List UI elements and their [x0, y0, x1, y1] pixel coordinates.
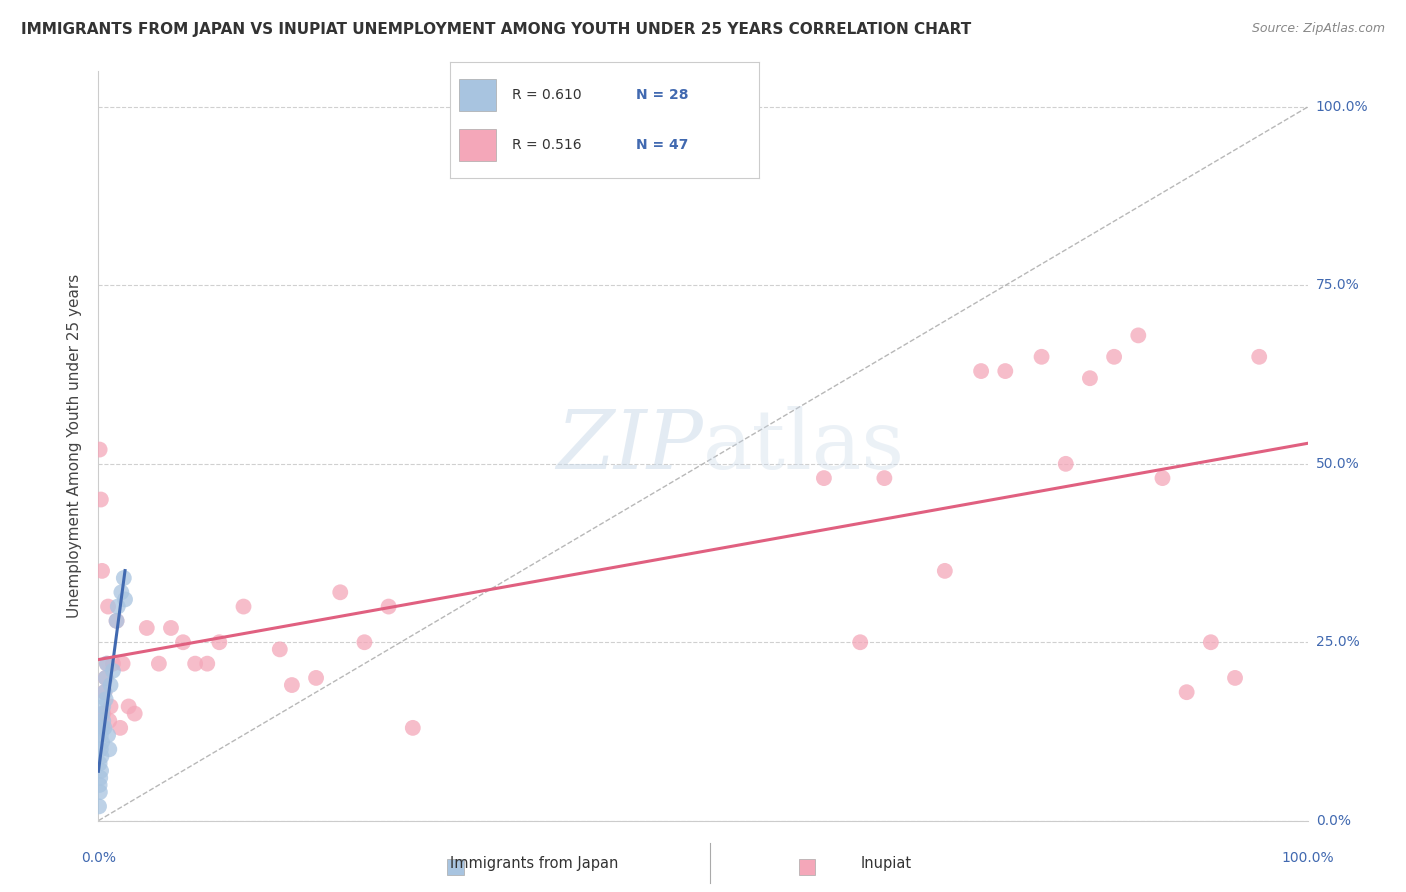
Point [1152, 471, 1174, 485]
Text: R = 0.516: R = 0.516 [512, 137, 582, 152]
Point [148, 657, 170, 671]
Point [105, 614, 128, 628]
Point [91, 706, 114, 721]
Point [108, 721, 131, 735]
Point [105, 614, 128, 628]
Point [89, 756, 111, 771]
Point [160, 621, 183, 635]
Point [91, 735, 114, 749]
Point [1054, 457, 1077, 471]
Point [91, 564, 114, 578]
Text: 0.0%: 0.0% [82, 851, 115, 865]
Point [994, 364, 1017, 378]
Point [97, 728, 120, 742]
Point [195, 657, 218, 671]
Point [1199, 635, 1222, 649]
Point [98, 742, 121, 756]
Point [849, 635, 872, 649]
Point [90, 492, 112, 507]
Point [1102, 350, 1125, 364]
Point [97, 599, 120, 614]
Point [110, 585, 132, 599]
Text: ZIP: ZIP [557, 406, 703, 486]
Y-axis label: Unemployment Among Youth under 25 years: Unemployment Among Youth under 25 years [67, 274, 83, 618]
Text: 100.0%: 100.0% [1281, 851, 1334, 865]
Text: Inupiat: Inupiat [860, 856, 911, 871]
Point [1031, 350, 1053, 364]
Bar [460, 128, 496, 161]
Text: 0.0%: 0.0% [1316, 814, 1351, 828]
Point [208, 635, 231, 649]
Point [90, 728, 112, 742]
Point [89, 771, 111, 785]
Point [402, 721, 425, 735]
Point [305, 671, 328, 685]
Point [94, 692, 117, 706]
Point [90, 764, 112, 778]
Text: Source: ZipAtlas.com: Source: ZipAtlas.com [1251, 22, 1385, 36]
Point [813, 471, 835, 485]
Point [89, 778, 111, 792]
Point [1128, 328, 1150, 343]
Point [124, 706, 146, 721]
Text: R = 0.610: R = 0.610 [512, 88, 582, 102]
Text: 50.0%: 50.0% [1316, 457, 1360, 471]
Point [90, 742, 112, 756]
Point [87, 799, 110, 814]
Text: Immigrants from Japan: Immigrants from Japan [450, 856, 619, 871]
Text: 25.0%: 25.0% [1316, 635, 1360, 649]
Point [93, 721, 115, 735]
Point [91, 714, 114, 728]
Point [91, 706, 114, 721]
Point [96, 657, 118, 671]
Point [112, 571, 135, 585]
Point [172, 635, 194, 649]
Point [94, 671, 117, 685]
Point [281, 678, 304, 692]
Point [1078, 371, 1101, 385]
Point [1175, 685, 1198, 699]
Point [114, 592, 136, 607]
Point [1223, 671, 1246, 685]
Text: 100.0%: 100.0% [1316, 100, 1368, 114]
Point [101, 657, 124, 671]
Point [100, 699, 122, 714]
Point [970, 364, 993, 378]
Point [111, 657, 134, 671]
Point [96, 657, 118, 671]
Point [94, 671, 117, 685]
Point [107, 599, 129, 614]
Point [93, 685, 115, 699]
Point [91, 721, 114, 735]
Point [90, 749, 112, 764]
Point [93, 685, 115, 699]
Point [269, 642, 291, 657]
Point [98, 714, 121, 728]
Point [232, 599, 254, 614]
Point [934, 564, 956, 578]
Point [377, 599, 399, 614]
Text: 75.0%: 75.0% [1316, 278, 1360, 293]
Point [329, 585, 352, 599]
Point [184, 657, 207, 671]
Point [1249, 350, 1271, 364]
Point [101, 664, 124, 678]
Point [89, 442, 111, 457]
Point [118, 699, 141, 714]
Text: N = 28: N = 28 [636, 88, 688, 102]
Point [873, 471, 896, 485]
Text: N = 47: N = 47 [636, 137, 688, 152]
Point [100, 678, 122, 692]
Point [353, 635, 375, 649]
Point [89, 785, 111, 799]
Point [91, 699, 114, 714]
Text: atlas: atlas [703, 406, 905, 486]
Point [135, 621, 157, 635]
Text: IMMIGRANTS FROM JAPAN VS INUPIAT UNEMPLOYMENT AMONG YOUTH UNDER 25 YEARS CORRELA: IMMIGRANTS FROM JAPAN VS INUPIAT UNEMPLO… [21, 22, 972, 37]
Bar [460, 78, 496, 112]
